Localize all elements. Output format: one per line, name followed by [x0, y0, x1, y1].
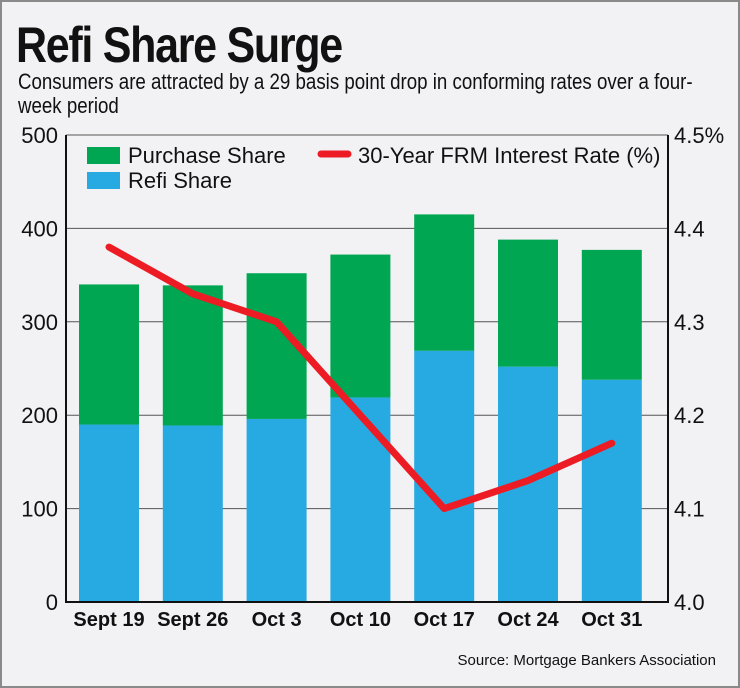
chart-title: Refi Share Surge	[16, 17, 343, 73]
legend-swatch-refi	[87, 172, 120, 189]
x-tick-label: Oct 3	[252, 609, 302, 631]
bar-refi-share	[330, 397, 391, 602]
y-tick-label: 500	[21, 123, 58, 148]
bar-refi-share	[246, 418, 307, 602]
bar-purchase-share	[162, 285, 223, 426]
y2-tick-label: 4.1	[674, 497, 705, 522]
legend-label-refi: Refi Share	[128, 168, 232, 193]
chart-subtitle: Consumers are attracted by a 29 basis po…	[18, 69, 693, 118]
y-tick-label: 400	[21, 216, 58, 241]
bar-refi-share	[79, 424, 139, 602]
x-tick-label: Oct 10	[330, 609, 391, 631]
y2-tick-label: 4.5%	[674, 123, 724, 148]
x-tick-label: Sept 26	[157, 609, 228, 631]
y-tick-label: 100	[21, 497, 58, 522]
y-tick-label: 300	[21, 310, 58, 335]
x-tick-label: Oct 24	[497, 609, 559, 631]
legend-label-rate: 30-Year FRM Interest Rate (%)	[358, 143, 660, 168]
x-tick-label: Oct 31	[581, 609, 642, 631]
bar-purchase-share	[581, 249, 642, 380]
bar-purchase-share	[414, 214, 475, 351]
bar-purchase-share	[498, 239, 558, 367]
y-tick-label: 200	[21, 403, 58, 428]
bar-refi-share	[581, 379, 642, 602]
bar-refi-share	[162, 425, 223, 602]
x-tick-label: Sept 19	[73, 609, 144, 631]
legend-swatch-purchase	[87, 147, 120, 164]
y2-tick-label: 4.2	[674, 403, 705, 428]
source-note: Source: Mortgage Bankers Association	[457, 652, 716, 669]
legend-label-purchase: Purchase Share	[128, 143, 286, 168]
y2-tick-label: 4.0	[674, 590, 705, 615]
bar-purchase-share	[79, 284, 139, 425]
x-tick-label: Oct 17	[414, 609, 475, 631]
y2-tick-label: 4.4	[674, 216, 705, 241]
bar-refi-share	[414, 350, 475, 602]
y2-tick-label: 4.3	[674, 310, 705, 335]
y-tick-label: 0	[46, 590, 58, 615]
bar-purchase-share	[330, 254, 391, 398]
